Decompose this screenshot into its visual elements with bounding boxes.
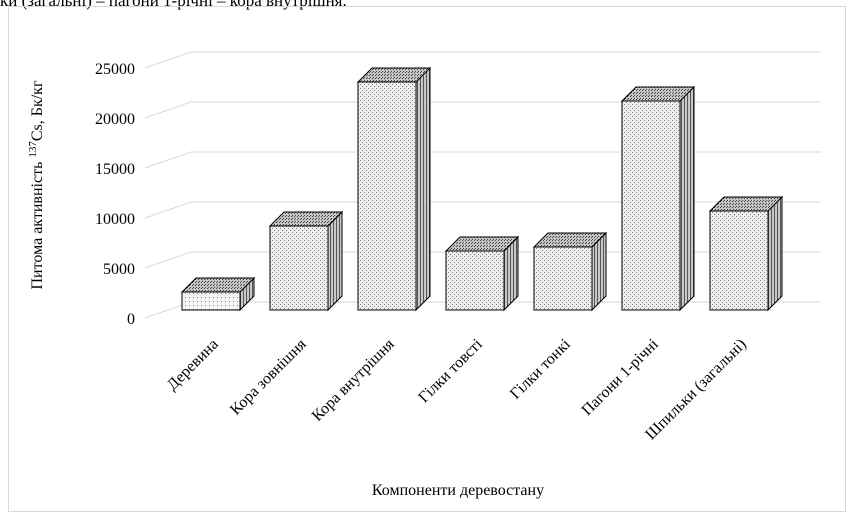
bar: [532, 231, 608, 312]
bar-top-face: [356, 67, 432, 83]
y-tick-labels: 0 5000 10000 15000 20000 25000: [95, 61, 135, 328]
bar-front-face: [181, 291, 241, 311]
x-tick-label: Деревина: [164, 336, 222, 394]
bar-front-face: [357, 81, 417, 311]
bar-side-face: [327, 210, 343, 312]
bar: [356, 66, 432, 312]
gridline: [144, 251, 821, 269]
y-axis-title-isotope: 137: [27, 141, 39, 158]
x-tick-label: Кора зовнішня: [227, 335, 310, 418]
bar-front-face: [533, 246, 593, 311]
bar-side-face: [767, 195, 783, 312]
bar-front-face: [621, 100, 681, 311]
bars: [180, 66, 784, 312]
bar-top-face: [180, 277, 256, 293]
bar-front-face: [709, 210, 769, 311]
y-tick-label: 0: [127, 311, 135, 328]
gridline: [144, 151, 821, 169]
bar-top-face: [708, 196, 784, 212]
y-axis-title-prefix: Питома активність: [29, 158, 46, 290]
top-caption-text: ки (загальні) – пагони 1-річні – кора вн…: [0, 0, 347, 10]
x-tick-label: Пагони 1-річні: [579, 335, 663, 419]
bar: [268, 210, 344, 312]
y-tick-label: 15000: [95, 161, 135, 178]
y-tick-label: 25000: [95, 61, 135, 78]
bar-top-face: [532, 232, 608, 248]
x-tick-label: Гілки товсті: [415, 335, 486, 406]
bar: [708, 195, 784, 312]
chart-frame: [8, 6, 846, 512]
gridline: [144, 101, 821, 119]
y-axis-title: Питома активність 137Cs, Бк/кг: [27, 80, 46, 289]
bar-side-face: [415, 66, 431, 312]
bar: [444, 235, 520, 312]
y-tick-label: 20000: [95, 111, 135, 128]
gridline: [144, 201, 821, 219]
gridline: [144, 51, 821, 69]
bar-front-face: [269, 225, 329, 311]
x-tick-label: Шпильки (загальні): [642, 336, 750, 444]
bar-front-face: [445, 250, 505, 311]
y-tick-label: 10000: [95, 211, 135, 228]
bar-side-face: [679, 85, 695, 312]
y-axis-title-suffix: Cs, Бк/кг: [29, 80, 46, 141]
bar: [620, 85, 696, 312]
x-tick-label: Гілки тонкі: [507, 335, 574, 402]
bar-top-face: [620, 86, 696, 102]
bar-top-face: [444, 236, 520, 252]
bar: [180, 276, 256, 312]
y-tick-label: 5000: [103, 261, 135, 278]
x-tick-label: Кора внутрішня: [309, 335, 399, 425]
bar-top-face: [268, 211, 344, 227]
x-axis-title: Компоненти деревостану: [372, 482, 544, 499]
